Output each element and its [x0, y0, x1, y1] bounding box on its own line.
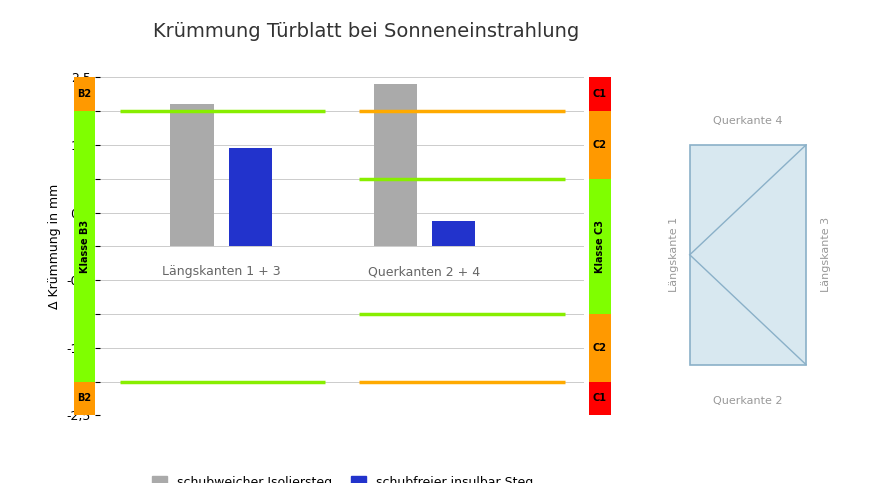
Bar: [73, 77, 95, 111]
Bar: [589, 111, 611, 179]
Bar: [690, 145, 806, 365]
Bar: [589, 382, 611, 415]
Bar: [228, 148, 272, 246]
Text: Querkante 2: Querkante 2: [713, 396, 783, 406]
Text: B2: B2: [78, 394, 92, 403]
Bar: [170, 104, 214, 246]
Text: Klasse B3: Klasse B3: [79, 220, 90, 273]
Text: C1: C1: [593, 89, 607, 99]
Bar: [432, 221, 475, 246]
Legend: schubweicher Isoliersteg, schubfreier insulbar Steg: schubweicher Isoliersteg, schubfreier in…: [146, 470, 538, 483]
Bar: [374, 84, 418, 246]
Text: B2: B2: [78, 89, 92, 99]
Bar: [73, 382, 95, 415]
Text: Klasse C3: Klasse C3: [595, 220, 605, 273]
Bar: [73, 111, 95, 382]
Text: Längskanten 1 + 3: Längskanten 1 + 3: [162, 265, 281, 278]
Text: Längskante 1: Längskante 1: [669, 217, 678, 292]
Bar: [589, 179, 611, 314]
Text: Längskante 3: Längskante 3: [821, 217, 831, 292]
Text: C2: C2: [593, 343, 607, 353]
Text: Querkanten 2 + 4: Querkanten 2 + 4: [369, 265, 480, 278]
Text: C2: C2: [593, 140, 607, 150]
Text: Querkante 4: Querkante 4: [713, 116, 783, 126]
Y-axis label: Δ Krümmung in mm: Δ Krümmung in mm: [47, 184, 60, 309]
Bar: [589, 77, 611, 111]
Text: Krümmung Türblatt bei Sonneneinstrahlung: Krümmung Türblatt bei Sonneneinstrahlung: [153, 22, 579, 41]
Bar: [589, 314, 611, 382]
Text: C1: C1: [593, 394, 607, 403]
